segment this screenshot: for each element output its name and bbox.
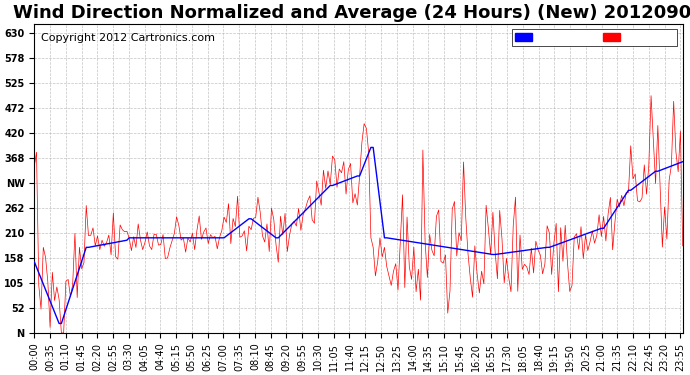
Title: Wind Direction Normalized and Average (24 Hours) (New) 20120904: Wind Direction Normalized and Average (2… [13,4,690,22]
Legend: Average, Direction: Average, Direction [512,29,677,46]
Text: Copyright 2012 Cartronics.com: Copyright 2012 Cartronics.com [41,33,215,43]
